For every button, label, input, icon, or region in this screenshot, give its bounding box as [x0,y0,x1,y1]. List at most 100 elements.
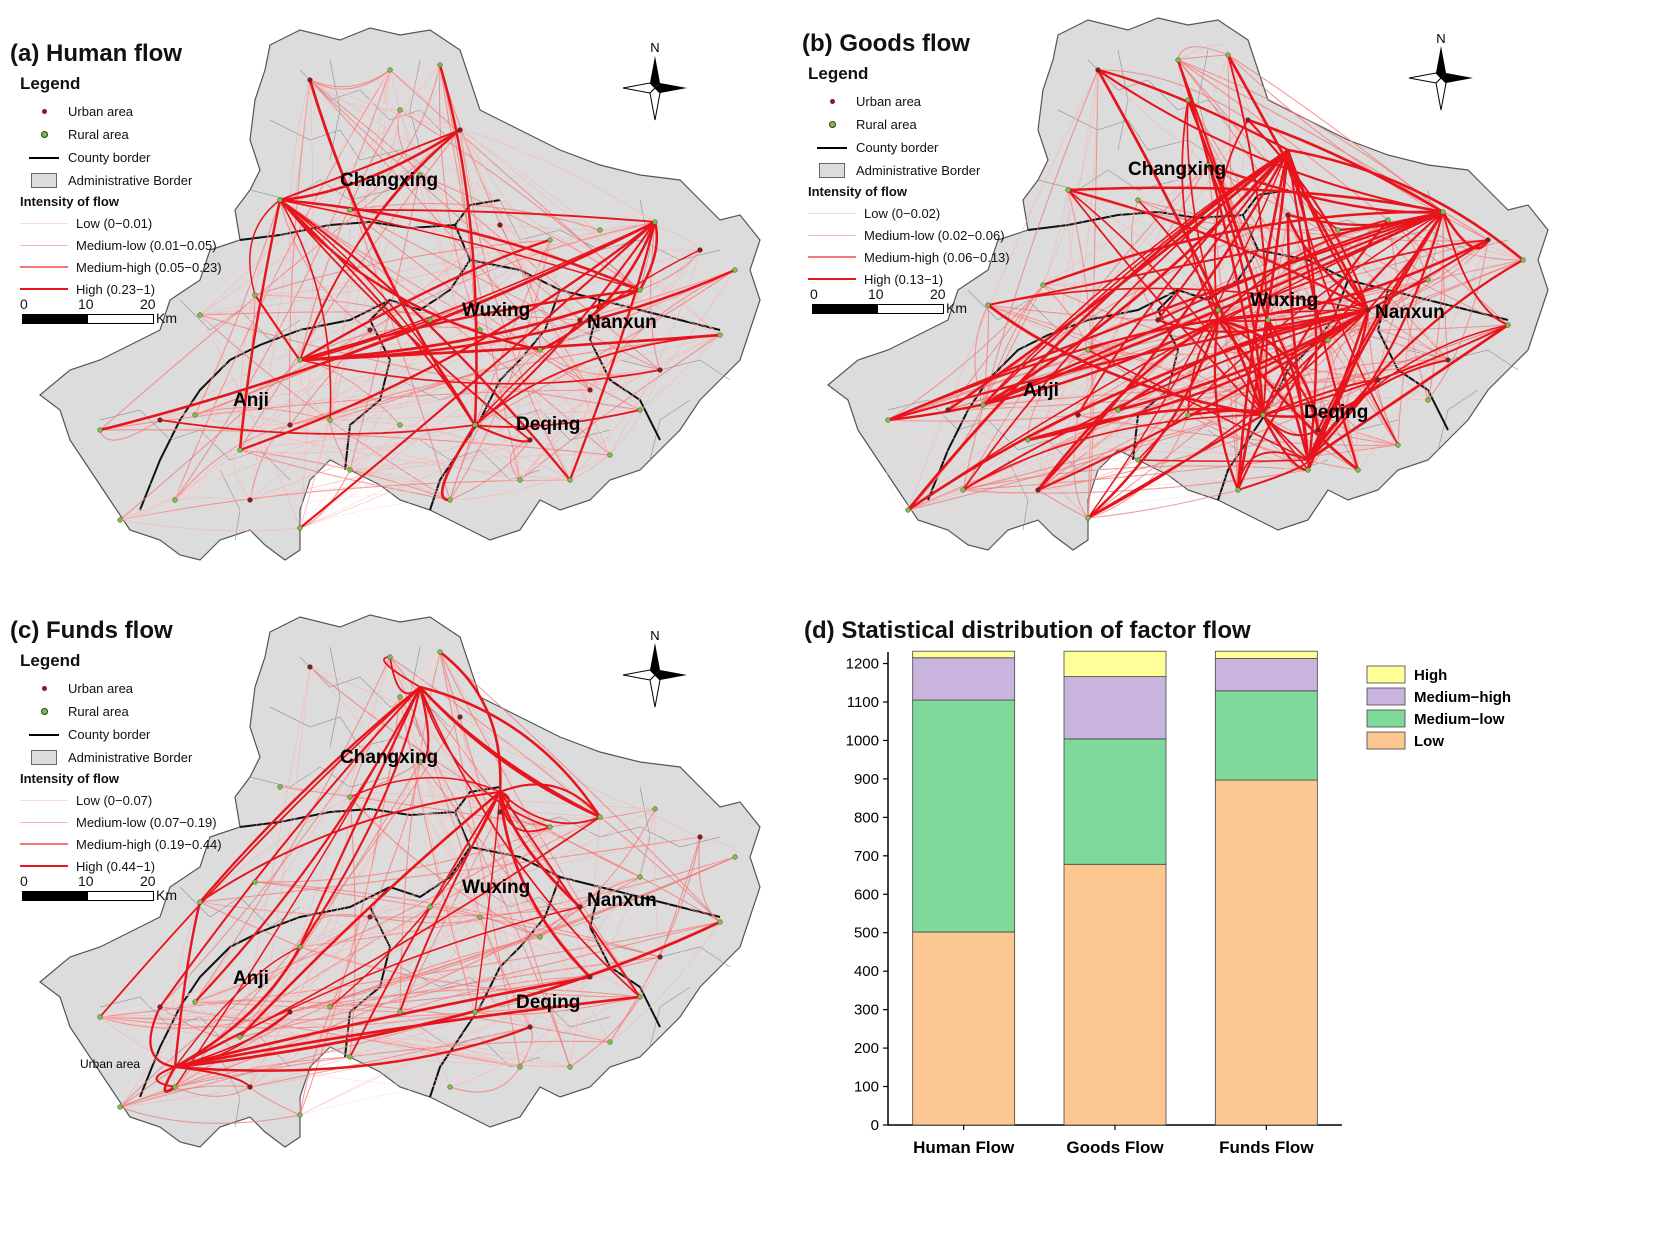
scale-20: 20 [140,296,156,312]
scale-10: 10 [78,873,94,889]
label-deqing: Deqing [1304,402,1368,423]
label-anji: Anji [1023,380,1059,401]
legend-county: County border [68,150,151,165]
x-tick-label: Human Flow [913,1138,1015,1157]
legend-swatch [1366,665,1406,684]
legend-rural: Rural area [856,117,917,132]
label-changxing: Changxing [1128,159,1226,180]
y-tick-label: 400 [854,963,879,980]
bar-segment [912,650,1016,659]
funds-flow-lines [99,650,737,1124]
north-arrow-icon [622,643,687,708]
panel-c-title: (c) Funds flow [10,617,173,644]
y-tick-label: 700 [854,848,879,865]
legend-class-medium-high: Medium-high (0.05−0.23) [76,259,222,275]
legend-rural: Rural area [68,127,129,142]
legend-label: Low [1414,733,1444,750]
funds-flow-nodes [97,649,738,1118]
goods-flow-nodes [885,52,1526,521]
map-goods-flow: N Changxing Wuxing Nanxun Anji Deqing [827,17,1549,551]
bar-segment [1063,650,1167,678]
scale-unit: Km [156,310,177,326]
stray-urban-label: Urban area [80,1057,140,1071]
scale-20: 20 [140,873,156,889]
map-human-flow: N Changxing Wuxing Nanxun Anji Deqing [39,27,761,561]
legend-swatch [1366,687,1406,706]
scale-bar-a: 0 10 20 Km [20,296,177,326]
label-wuxing: Wuxing [462,300,530,321]
label-wuxing: Wuxing [462,877,530,898]
legend-c: Legend Urban area Rural area County bord… [20,651,222,877]
legend-swatch [1366,709,1406,728]
panel-funds-flow: N Changxing Wuxing Nanxun Anji Deqing Ur… [0,590,830,1240]
legend-class-low: Low (0−0.01) [76,215,153,231]
bar-segment [912,931,1016,1126]
legend-admin: Administrative Border [68,750,193,765]
label-anji: Anji [233,390,269,411]
panel-b-title: (b) Goods flow [802,30,970,57]
legend-urban: Urban area [68,104,134,119]
north-label: N [650,628,659,643]
legend-a: Legend Urban area Rural area County bord… [20,74,222,300]
goods-flow-lines [884,44,1526,520]
legend-admin: Administrative Border [68,173,193,188]
label-nanxun: Nanxun [1375,302,1445,323]
legend-class-medium-low: Medium-low (0.07−0.19) [76,814,217,830]
label-changxing: Changxing [340,747,438,768]
x-tick-label: Funds Flow [1219,1138,1314,1157]
legend-urban: Urban area [856,94,922,109]
legend-urban: Urban area [68,681,134,696]
legend-intensity-title: Intensity of flow [808,184,907,199]
legend-class-medium-low: Medium-low (0.01−0.05) [76,237,217,253]
legend-county: County border [856,140,939,155]
bar-segment [912,657,1016,701]
y-tick-label: 300 [854,1002,879,1019]
legend-class-medium-high: Medium-high (0.19−0.44) [76,836,222,852]
bar-segment [1063,863,1167,1126]
bar-segment [1214,779,1318,1126]
map-funds-flow: N Changxing Wuxing Nanxun Anji Deqing Ur… [39,614,761,1148]
north-arrow-icon [1408,46,1473,111]
y-tick-label: 900 [854,771,879,788]
scale-bar-c: 0 10 20 Km [20,873,177,903]
bar-segment [1063,676,1167,740]
label-deqing: Deqing [516,414,580,435]
scale-0: 0 [810,286,818,302]
legend-class-high: High (0.23−1) [76,281,156,297]
human-flow-nodes [97,62,738,531]
y-tick-label: 0 [871,1117,879,1134]
y-tick-label: 200 [854,1040,879,1057]
legend-class-high: High (0.44−1) [76,858,156,874]
legend-class-medium-low: Medium-low (0.02−0.06) [864,227,1005,243]
legend-class-medium-high: Medium-high (0.06−0.13) [864,249,1010,265]
scale-0: 0 [20,873,28,889]
y-tick-label: 1100 [847,694,879,711]
label-changxing: Changxing [340,170,438,191]
panel-a-title: (a) Human flow [10,40,182,67]
legend-admin: Administrative Border [856,163,981,178]
legend-intensity-title: Intensity of flow [20,771,119,786]
scale-0: 0 [20,296,28,312]
bar-segment [1214,650,1318,659]
scale-20: 20 [930,286,946,302]
label-nanxun: Nanxun [587,312,657,333]
y-tick-label: 500 [854,925,879,942]
legend-swatch [1366,731,1406,750]
label-wuxing: Wuxing [1250,290,1318,311]
legend-county: County border [68,727,151,742]
legend-class-low: Low (0−0.07) [76,792,153,808]
bar-segment [912,699,1016,933]
panel-d-title: (d) Statistical distribution of factor f… [804,617,1251,644]
legend-title: Legend [20,651,81,670]
chart-legend: High Medium−high Medium−low Low [1366,665,1511,750]
y-tick-label: 100 [854,1079,879,1096]
bar-segment [1214,690,1318,781]
legend-title: Legend [808,64,869,83]
label-deqing: Deqing [516,992,580,1013]
north-arrow-icon [622,56,687,121]
legend-title: Legend [20,74,81,93]
bar-segment [1214,658,1318,692]
scale-unit: Km [946,300,967,316]
legend-class-high: High (0.13−1) [864,271,944,287]
legend-label: Medium−high [1414,689,1511,706]
